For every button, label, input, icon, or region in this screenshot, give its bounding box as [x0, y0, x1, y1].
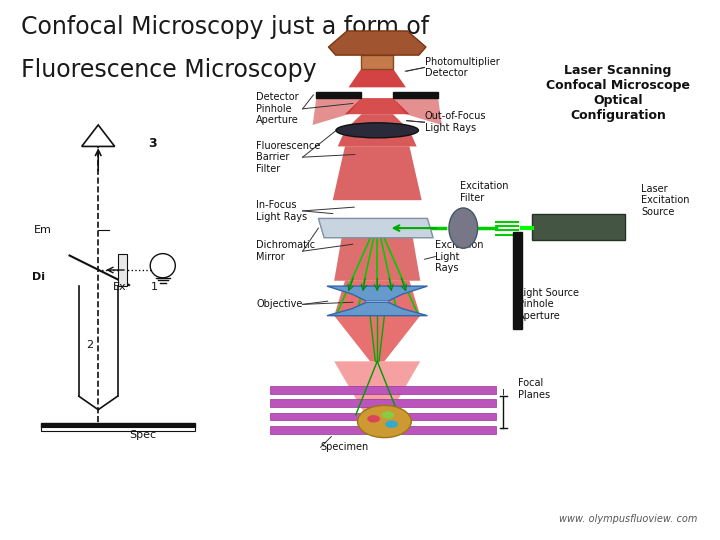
Text: Detector
Pinhole
Aperture: Detector Pinhole Aperture [256, 92, 299, 125]
Text: www. olympusfluoview. com: www. olympusfluoview. com [559, 514, 697, 524]
Text: Dichromatic
Mirror: Dichromatic Mirror [256, 240, 315, 262]
Text: Objective: Objective [256, 299, 302, 309]
Polygon shape [269, 413, 495, 421]
Text: Out-of-Focus
Light Rays: Out-of-Focus Light Rays [425, 111, 486, 133]
Polygon shape [312, 98, 361, 125]
Text: Excitation
Light
Rays: Excitation Light Rays [436, 240, 484, 273]
Polygon shape [41, 423, 195, 427]
Text: 2: 2 [86, 340, 93, 350]
Polygon shape [334, 361, 420, 423]
Text: Photomultiplier
Detector: Photomultiplier Detector [425, 57, 499, 78]
Ellipse shape [358, 406, 411, 437]
Ellipse shape [150, 254, 175, 278]
Polygon shape [81, 125, 114, 146]
Polygon shape [393, 98, 442, 125]
Text: Confocal Microscopy just a form of: Confocal Microscopy just a form of [22, 15, 430, 39]
Polygon shape [318, 218, 433, 238]
Polygon shape [532, 214, 626, 240]
Polygon shape [513, 232, 522, 329]
Text: Em: Em [34, 225, 52, 235]
Polygon shape [327, 302, 428, 316]
Polygon shape [366, 301, 388, 302]
Ellipse shape [382, 411, 395, 419]
Polygon shape [327, 286, 428, 301]
Polygon shape [334, 218, 420, 281]
Text: Laser Scanning
Confocal Microscope
Optical
Configuration: Laser Scanning Confocal Microscope Optic… [546, 64, 690, 122]
Text: Spec: Spec [129, 430, 156, 441]
Polygon shape [269, 386, 495, 394]
Ellipse shape [367, 415, 380, 423]
Ellipse shape [336, 123, 418, 138]
Text: In-Focus
Light Rays: In-Focus Light Rays [256, 200, 307, 222]
Polygon shape [333, 146, 422, 200]
Text: Excitation
Filter: Excitation Filter [460, 181, 509, 203]
Polygon shape [361, 55, 393, 69]
Text: Di: Di [32, 272, 45, 282]
Text: Fluorescence
Barrier
Filter: Fluorescence Barrier Filter [256, 140, 320, 174]
Polygon shape [269, 400, 495, 407]
Text: Laser
Excitation
Source: Laser Excitation Source [642, 184, 690, 217]
Text: Ex: Ex [112, 282, 126, 292]
Polygon shape [334, 281, 420, 316]
Text: 3: 3 [148, 137, 157, 150]
Polygon shape [316, 92, 361, 98]
Polygon shape [345, 114, 410, 130]
Text: Focal
Planes: Focal Planes [518, 379, 550, 400]
Polygon shape [118, 254, 127, 286]
Polygon shape [338, 130, 417, 146]
Polygon shape [393, 92, 438, 98]
Ellipse shape [385, 421, 398, 428]
Polygon shape [41, 427, 195, 431]
Polygon shape [328, 31, 426, 55]
Polygon shape [269, 427, 495, 434]
Polygon shape [345, 98, 410, 114]
Polygon shape [334, 316, 420, 361]
Text: Light Source
Pinhole
Aperture: Light Source Pinhole Aperture [518, 288, 579, 321]
Polygon shape [348, 69, 406, 87]
Text: Specimen: Specimen [320, 442, 369, 453]
Text: Fluorescence Microscopy: Fluorescence Microscopy [22, 58, 317, 82]
Ellipse shape [449, 208, 477, 248]
Text: 1: 1 [150, 282, 158, 292]
